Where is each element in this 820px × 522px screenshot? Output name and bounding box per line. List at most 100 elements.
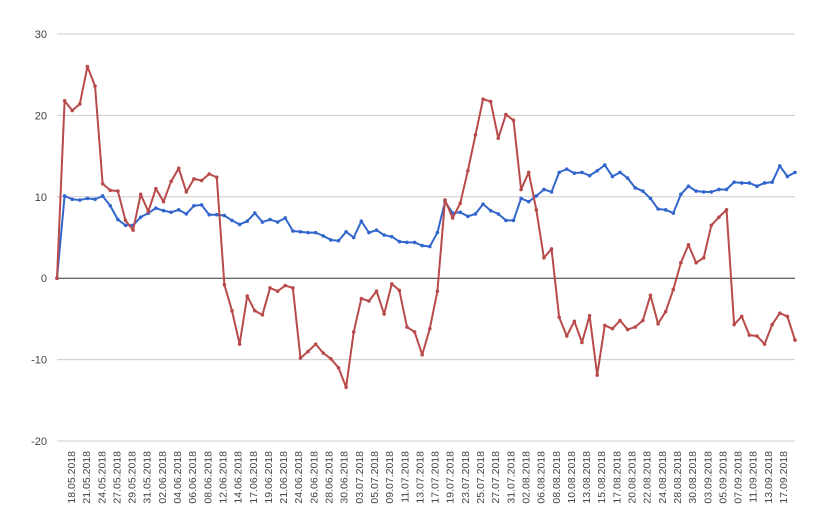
x-tick-label: 25.07.2018 (475, 451, 487, 504)
data-point (580, 340, 584, 345)
data-point (283, 283, 288, 288)
data-point (55, 276, 59, 281)
data-point (793, 170, 797, 175)
data-point (374, 289, 379, 294)
data-point (739, 181, 744, 185)
x-tick-label: 30.06.2018 (339, 451, 351, 504)
series-2 (55, 64, 797, 390)
data-point (275, 289, 280, 294)
data-point (511, 218, 516, 223)
data-point (526, 170, 531, 175)
y-tick-label: 20 (35, 110, 47, 122)
x-axis-tick-labels: 18.05.2018 21.05.2018 24.05.2018 27.05.2018… (66, 451, 790, 504)
data-point (78, 102, 82, 106)
data-point (62, 194, 67, 198)
data-point (420, 352, 424, 357)
data-point (268, 217, 272, 222)
x-tick-label: 21.06.2018 (278, 451, 290, 504)
data-point (367, 299, 371, 303)
x-tick-label: 11.09.2018 (748, 451, 760, 503)
data-point (100, 194, 105, 198)
data-point (336, 365, 341, 370)
data-point (443, 198, 447, 202)
data-point (93, 197, 97, 202)
x-tick-label: 05.09.2018 (717, 451, 729, 504)
data-point (641, 189, 645, 193)
data-point (389, 282, 394, 286)
data-point (428, 326, 432, 331)
data-point (724, 208, 729, 212)
data-point (724, 187, 729, 192)
data-point (367, 230, 371, 235)
data-point (717, 187, 721, 192)
data-point (359, 219, 364, 224)
series-1 (55, 163, 797, 281)
data-point (481, 202, 485, 206)
data-point (777, 311, 782, 316)
x-tick-label: 29.05.2018 (127, 451, 139, 504)
data-point (420, 243, 424, 248)
data-point (671, 287, 676, 292)
data-point (214, 175, 219, 180)
data-point (291, 286, 295, 290)
data-point (618, 170, 622, 175)
x-tick-label: 27.07.2018 (490, 451, 502, 504)
data-point (123, 218, 128, 223)
data-point (633, 186, 638, 190)
data-point (679, 260, 683, 265)
data-point (321, 234, 326, 238)
data-point (564, 334, 569, 338)
data-point (770, 180, 774, 184)
gridlines (57, 33, 795, 442)
x-tick-label: 06.08.2018 (536, 451, 548, 504)
data-point (100, 181, 105, 186)
x-tick-label: 24.05.2018 (96, 451, 108, 504)
data-point (329, 356, 333, 361)
x-tick-label: 15.08.2018 (596, 451, 608, 504)
data-point (709, 223, 714, 228)
data-point (602, 323, 607, 328)
x-tick-label: 17.06.2018 (248, 451, 260, 504)
data-point (542, 187, 546, 192)
data-point (450, 216, 455, 220)
data-point (504, 112, 508, 117)
data-point (214, 212, 219, 217)
data-point (116, 217, 120, 222)
data-point (496, 136, 501, 140)
data-point (237, 342, 242, 346)
data-point (732, 180, 736, 184)
data-point (70, 108, 75, 113)
data-point (161, 208, 166, 213)
data-point (785, 314, 790, 319)
data-point (176, 208, 181, 212)
data-point (344, 385, 348, 390)
data-point (496, 212, 501, 216)
x-tick-label: 14.06.2018 (233, 451, 245, 504)
x-tick-label: 03.07.2018 (354, 451, 366, 504)
data-point (329, 238, 333, 242)
data-point (717, 215, 721, 219)
data-point (777, 164, 782, 168)
data-point (313, 230, 318, 235)
x-tick-label: 08.06.2018 (202, 451, 214, 504)
x-tick-label: 19.07.2018 (445, 451, 457, 504)
data-point (283, 216, 288, 220)
data-point (207, 172, 211, 176)
data-point (405, 240, 409, 245)
data-point (245, 219, 250, 224)
data-point (641, 318, 645, 323)
data-point (245, 294, 250, 298)
data-point (435, 230, 440, 235)
data-point (656, 207, 660, 211)
data-point (382, 312, 386, 316)
data-point (466, 168, 470, 173)
data-point (184, 212, 189, 216)
x-tick-label: 10.08.2018 (566, 451, 578, 504)
data-point (298, 356, 303, 360)
data-point (161, 199, 166, 204)
y-tick-label: -20 (31, 436, 47, 448)
data-point (557, 170, 561, 175)
data-point (268, 286, 272, 290)
y-tick-label: -10 (31, 355, 47, 367)
data-point (488, 208, 493, 213)
